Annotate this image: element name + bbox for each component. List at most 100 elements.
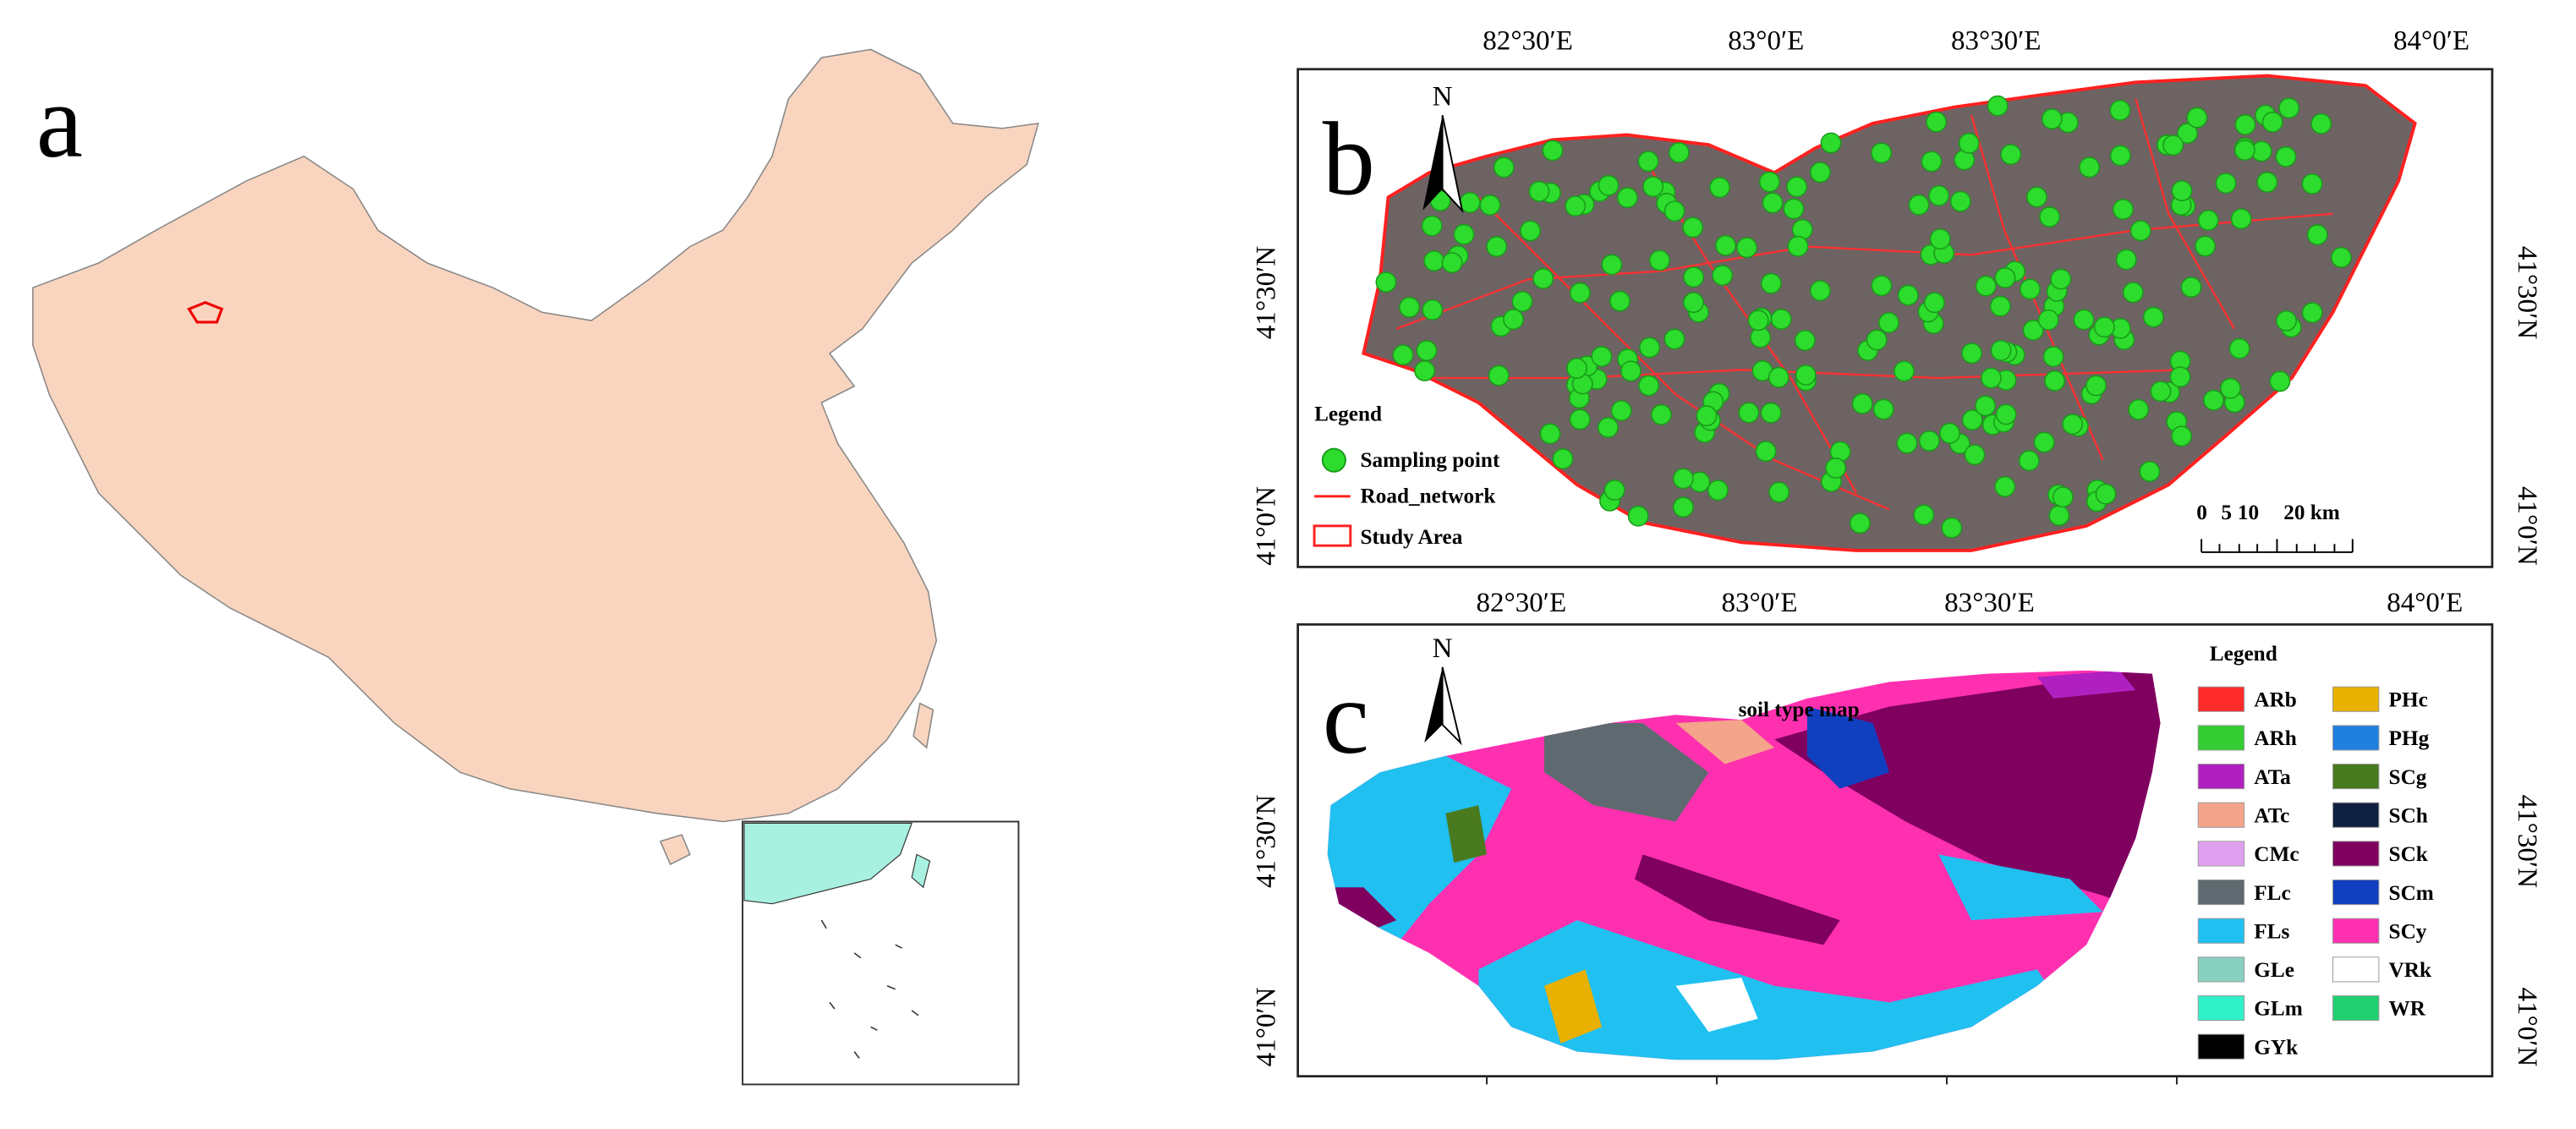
sampling-point (1896, 432, 1918, 454)
sampling-point (1392, 344, 1414, 366)
legend: ARb ARh ATa ATc CMc FLc FLs GLe GLm GYk PHc PHg SCg S… (2197, 686, 2434, 1060)
sampling-point (1569, 282, 1591, 304)
sampling-point (1747, 310, 1769, 332)
sampling-point (1958, 132, 1980, 154)
scale-label: 0 (2196, 501, 2207, 524)
sampling-point (1639, 337, 1660, 359)
sampling-point (2215, 173, 2237, 195)
sampling-point (1760, 402, 1782, 424)
sampling-point (1423, 250, 1445, 271)
sampling-point (2109, 99, 2131, 121)
sampling-point (2073, 309, 2095, 331)
lon-label: 82°30′E (1483, 25, 1573, 56)
sampling-point (1598, 174, 1620, 196)
legend-swatch (2332, 995, 2380, 1022)
legend-swatch (2197, 879, 2245, 906)
sampling-point (1672, 468, 1694, 490)
sampling-point (2079, 156, 2101, 178)
legend-item: ATc (2254, 803, 2289, 827)
sampling-point (2169, 366, 2191, 388)
sampling-point (2020, 278, 2041, 300)
inset-island (911, 853, 931, 889)
sampling-point (1964, 444, 1986, 466)
sampling-point (1532, 268, 1554, 289)
legend: Legend Sampling point Road_network Study… (1313, 403, 1500, 549)
scale-label: 20 km (2283, 501, 2340, 524)
north-label: N (1433, 82, 1453, 112)
sampling-point (1923, 292, 1945, 314)
panel-c: N c soil type map Legend ARb ARh ATa ATc CMc… (1296, 623, 2494, 1085)
legend-item: PHg (2389, 726, 2430, 750)
sampling-point (1511, 291, 1533, 312)
sampling-point (2276, 310, 2297, 332)
scale-bar: 0 5 10 20 km (2196, 501, 2354, 553)
sampling-point (1921, 151, 1943, 173)
legend-item: FLs (2254, 919, 2289, 943)
sampling-point (1783, 198, 1805, 220)
sampling-point (1760, 272, 1782, 294)
sampling-point (1399, 296, 1420, 318)
sampling-point (2050, 268, 2072, 290)
sampling-point (1453, 223, 1475, 245)
sampling-point (1877, 312, 1899, 333)
sampling-point (1961, 343, 1982, 364)
sampling-point (2261, 111, 2283, 133)
sampling-point (1493, 156, 1515, 178)
sampling-point (1981, 367, 2002, 389)
sampling-point (1809, 162, 1831, 184)
sampling-point (1565, 195, 1587, 217)
sampling-point (2306, 224, 2328, 246)
sampling-point (2018, 450, 2040, 472)
sampling-point (2000, 144, 2022, 166)
sampling-point (2275, 145, 2297, 167)
lat-label: 41°0′N (1251, 486, 1281, 566)
legend-item: ARb (2254, 688, 2297, 712)
legend-item: FLc (2254, 881, 2290, 905)
sampling-point (1459, 192, 1481, 213)
sampling-point (1897, 284, 1919, 306)
sampling-point (2256, 172, 2278, 193)
sampling-point (1683, 292, 1704, 314)
sampling-point (1375, 271, 1397, 293)
legend-swatch (2197, 764, 2245, 790)
legend-title: Legend (1314, 403, 1382, 426)
sampling-point (2330, 246, 2352, 268)
legend-swatch (2332, 686, 2380, 712)
sampling-point (1597, 417, 1619, 438)
legend-item: SCg (2389, 765, 2427, 789)
lon-label: 83°0′E (1721, 588, 1797, 618)
legend-swatch (2332, 725, 2380, 751)
sampling-point (2085, 375, 2107, 397)
legend-item: SCk (2389, 842, 2428, 866)
sampling-point (1414, 360, 1436, 381)
sampling-point (2033, 431, 2055, 453)
map-title: soil type map (1739, 698, 1860, 721)
sampling-point (2041, 108, 2063, 130)
sampling-point (1696, 405, 1718, 427)
sampling-point (1650, 403, 1672, 425)
sampling-point (1894, 360, 1915, 382)
sampling-point (1603, 480, 1625, 501)
panel-label: c (1323, 659, 1369, 776)
panel-label: b (1323, 100, 1375, 216)
sampling-point (1638, 375, 1660, 397)
sampling-point (1918, 430, 1940, 452)
sampling-point (1949, 190, 1971, 212)
sampling-point (1707, 480, 1729, 501)
sampling-point (1941, 517, 1963, 539)
legend-swatch (2332, 802, 2380, 828)
legend-swatch (2332, 841, 2380, 867)
sampling-point (1913, 504, 1935, 526)
sampling-point (1975, 395, 1997, 417)
sampling-point (1770, 309, 1792, 330)
sampling-point (2095, 483, 2117, 505)
sampling-point (1421, 215, 1443, 237)
legend-swatch (2197, 686, 2245, 712)
sampling-point (2203, 389, 2224, 411)
sampling-point (2234, 114, 2256, 135)
legend-item: GLe (2254, 958, 2294, 982)
sampling-point (1609, 290, 1631, 312)
sampling-point (1961, 409, 1983, 430)
